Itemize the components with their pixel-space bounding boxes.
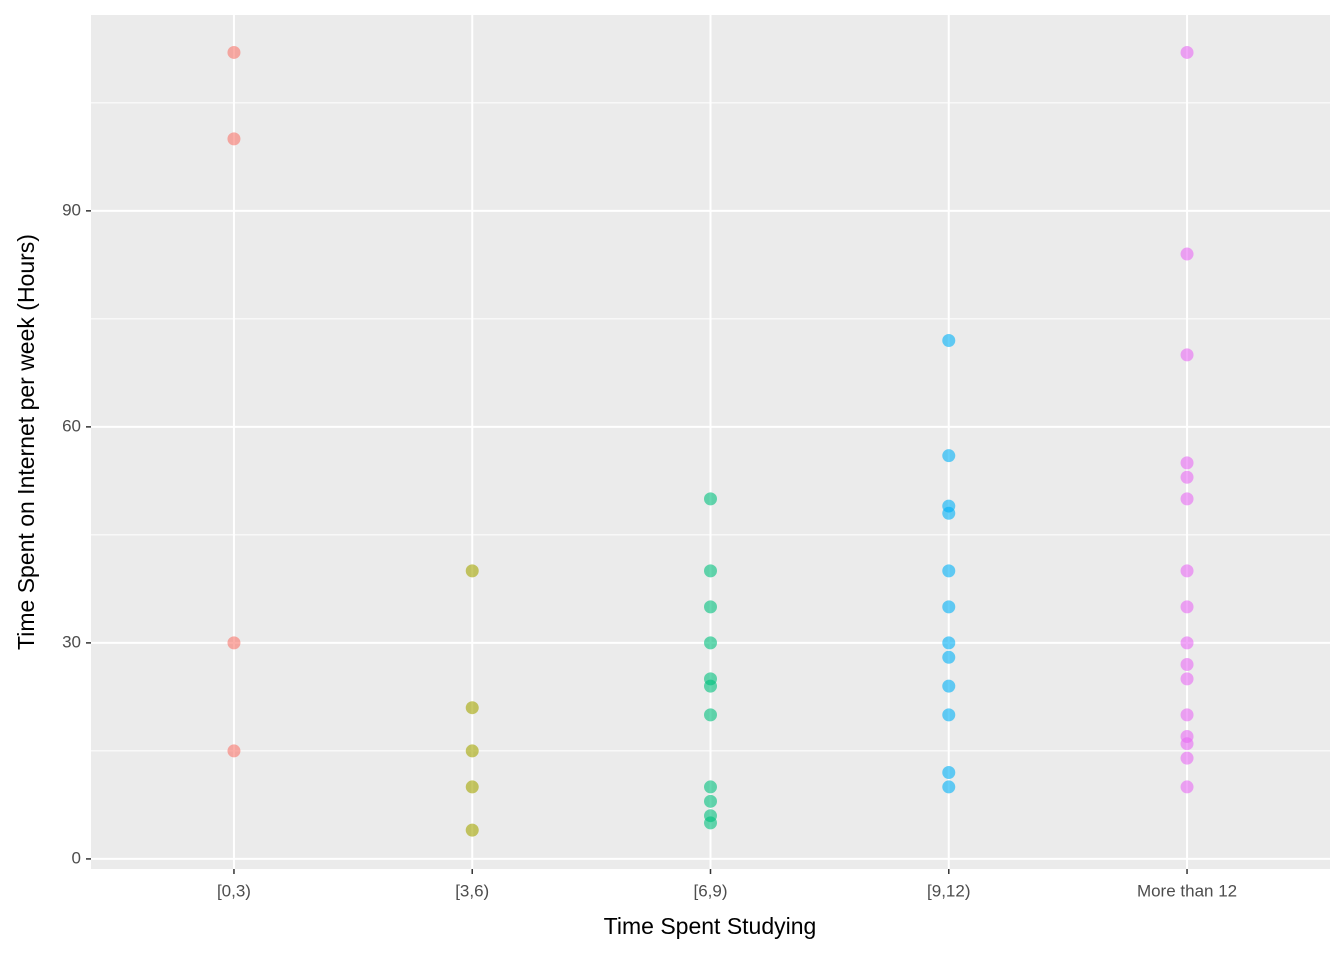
point [704,492,717,506]
point [942,650,956,664]
point [1180,636,1194,650]
point [1180,492,1194,506]
point [1180,737,1194,751]
x-tick-label: [0,3) [217,881,251,900]
point [1180,708,1194,722]
point [942,708,956,722]
point [942,636,956,650]
point [704,708,717,722]
y-tick-label: 30 [62,632,81,651]
point [1180,456,1194,470]
point [704,794,717,808]
point [942,600,956,614]
x-tick-label: [6,9) [693,881,727,900]
point [942,333,956,347]
point [1180,658,1194,672]
point [704,679,717,693]
x-tick-label: More than 12 [1137,881,1237,900]
point [704,780,717,794]
point [465,701,479,715]
point [942,780,956,794]
y-tick-label: 0 [72,848,81,867]
point [704,636,717,650]
point [1180,672,1194,686]
point [942,766,956,780]
point [1180,348,1194,362]
x-tick-label: [3,6) [455,881,489,900]
point [465,823,479,837]
point [1180,247,1194,261]
point [227,132,241,146]
y-tick-label: 90 [62,200,81,219]
point [704,600,717,614]
point [465,744,479,758]
point [1180,600,1194,614]
y-axis-title: Time Spent on Internet per week (Hours) [13,234,39,650]
point [704,816,717,830]
point [1180,751,1194,765]
point [1180,470,1194,484]
point [227,45,241,59]
point [704,564,717,578]
x-axis-title: Time Spent Studying [604,913,817,939]
y-tick-label: 60 [62,416,81,435]
point [465,564,479,578]
point [942,449,956,463]
point [465,780,479,794]
point [1180,45,1194,59]
grid [91,15,1330,869]
point [942,506,956,520]
point [227,636,241,650]
x-tick-label: [9,12) [927,881,970,900]
point [942,679,956,693]
point [1180,564,1194,578]
point [1180,780,1194,794]
point [942,564,956,578]
point [227,744,241,758]
points [227,45,1194,837]
